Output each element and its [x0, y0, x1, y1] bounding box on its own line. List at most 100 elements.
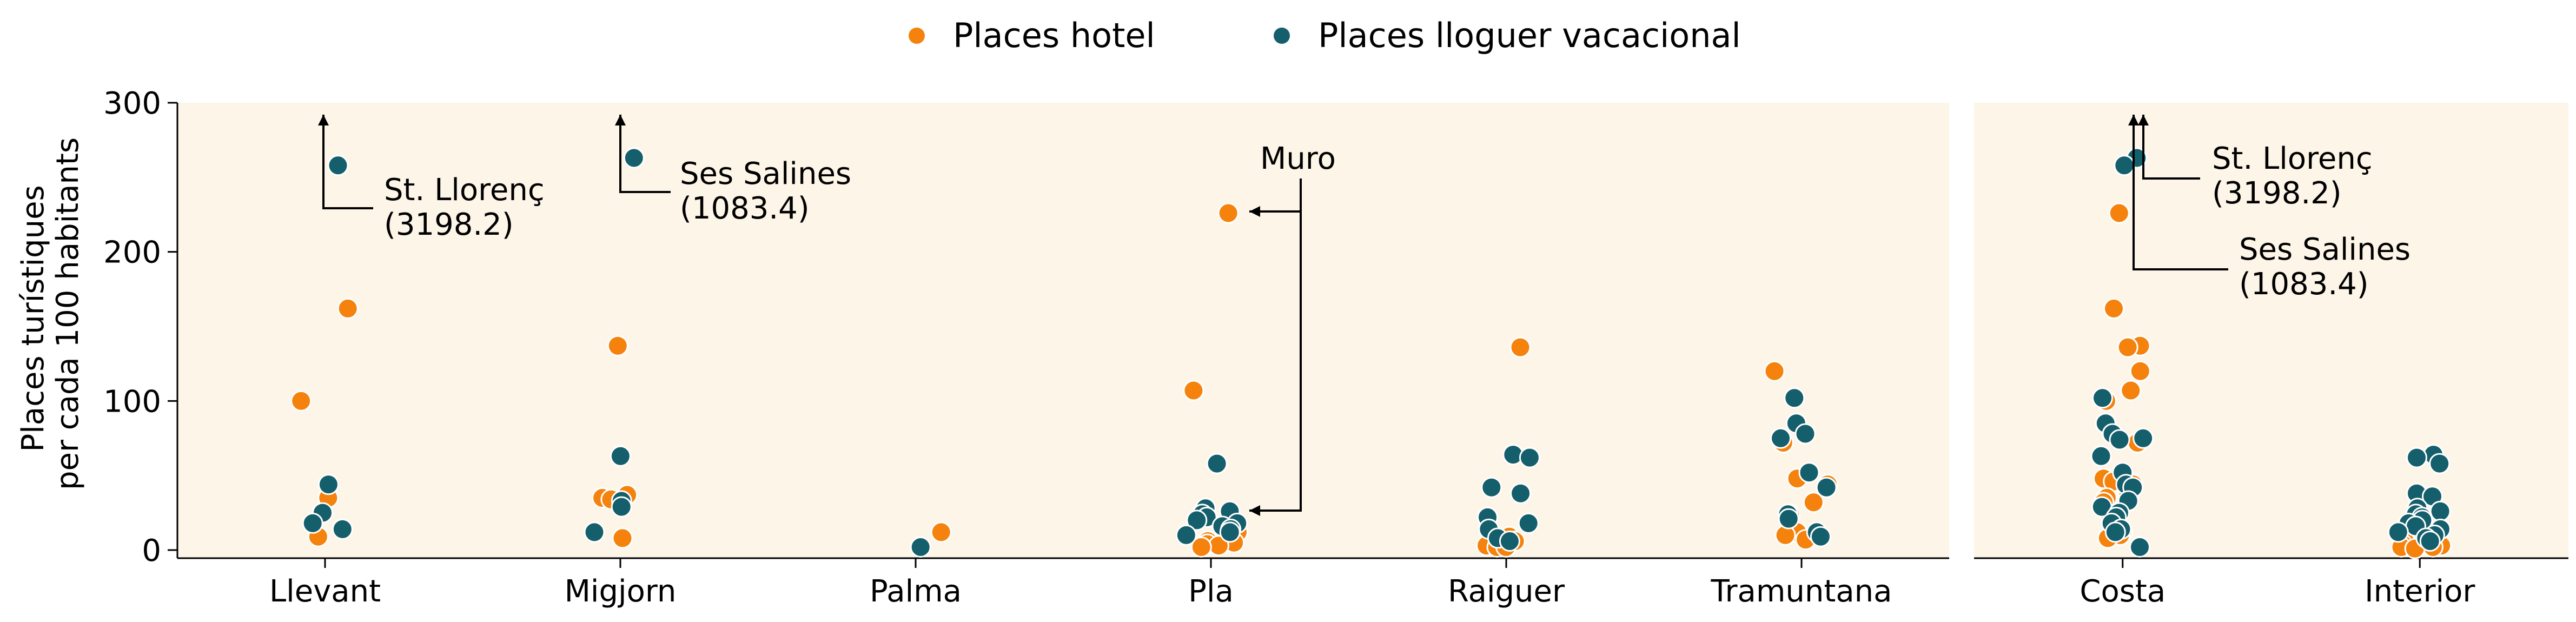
point-vacation	[2109, 429, 2130, 451]
x-tick-label: Migjorn	[565, 574, 677, 609]
point-vacation	[2129, 537, 2150, 558]
point-hotel	[337, 297, 359, 319]
point-vacation	[1481, 477, 1502, 498]
point-vacation	[1778, 508, 1799, 530]
point-vacation	[1816, 477, 1837, 498]
point-vacation	[2104, 521, 2126, 543]
x-ticks-coast-interior: Costa Interior	[2080, 558, 2475, 609]
point-vacation	[327, 155, 349, 176]
annotation-label-costa-st-llorenc: St. Llorenç (3198.2)	[2212, 141, 2382, 211]
point-vacation	[1186, 509, 1208, 531]
y-axis-label-line-2: per cada 100 habitants	[50, 137, 85, 490]
point-vacation	[2387, 521, 2409, 543]
x-tick-label: Interior	[2365, 574, 2475, 609]
annotation-st-llorenc-line-2: (3198.2)	[384, 207, 514, 242]
points-coast-interior	[2090, 147, 2452, 559]
point-hotel	[290, 390, 312, 412]
plot-area-coast-interior	[1974, 103, 2568, 558]
point-vacation	[1798, 462, 1820, 484]
point-vacation	[1518, 512, 1539, 534]
annotation-costa-st-llorenc-line-1: St. Llorenç	[2212, 141, 2373, 176]
legend-label-vacation: Places lloguer vacacional	[1318, 16, 1741, 55]
point-hotel	[1803, 492, 1824, 513]
point-vacation	[2406, 447, 2427, 468]
point-vacation	[1175, 524, 1197, 546]
point-hotel	[1217, 202, 1239, 224]
annotation-label-st-llorenc: St. Llorenç (3198.2)	[384, 173, 554, 242]
x-tick-label: Raiguer	[1448, 574, 1565, 609]
point-hotel	[612, 527, 633, 549]
point-vacation	[2133, 427, 2154, 449]
point-hotel	[607, 335, 628, 356]
y-tick-label: 200	[103, 235, 161, 270]
point-vacation	[332, 518, 353, 540]
y-axis-label: Places turístiques per cada 100 habitant…	[16, 137, 85, 490]
y-ticks: 0 100 200 300	[103, 86, 177, 568]
point-vacation	[302, 512, 323, 534]
annotation-label-ses-salines: Ses Salines (1083.4)	[680, 156, 861, 226]
point-vacation	[2429, 500, 2451, 522]
point-hotel	[1190, 537, 1212, 558]
point-vacation	[2090, 445, 2112, 467]
annotation-arrow-st-llorenc	[318, 115, 373, 209]
point-vacation	[1770, 427, 1791, 449]
point-vacation	[2114, 155, 2135, 176]
legend-label-hotel: Places hotel	[953, 16, 1155, 55]
annotation-st-llorenc-line-1: St. Llorenç	[384, 173, 545, 208]
point-hotel	[1509, 336, 1531, 358]
annotation-ses-salines-line-1: Ses Salines	[680, 156, 851, 191]
annotations-coast-interior: St. Llorenç (3198.2) Ses Salines (1083.4…	[2128, 115, 2420, 302]
point-vacation	[2429, 453, 2451, 474]
points-regions	[290, 147, 1838, 558]
point-vacation	[1519, 447, 1540, 468]
x-tick-label: Llevant	[269, 574, 381, 609]
point-vacation	[611, 496, 632, 518]
point-hotel	[930, 521, 952, 543]
point-vacation	[1810, 526, 1831, 547]
annotations-regions: St. Llorenç (3198.2) Ses Salines (1083.4…	[318, 115, 1336, 516]
point-vacation	[1794, 423, 1816, 445]
point-vacation	[610, 445, 631, 467]
point-vacation	[1510, 482, 1532, 504]
annotation-costa-ses-salines-line-1: Ses Salines	[2239, 232, 2411, 267]
plot-area-regions	[177, 103, 1949, 558]
annotation-costa-st-llorenc-line-2: (3198.2)	[2212, 176, 2342, 211]
annotation-arrow-costa-st-llorenc	[2138, 115, 2200, 180]
point-vacation	[2092, 387, 2113, 409]
y-axis-label-line-1: Places turístiques	[16, 185, 51, 452]
point-hotel	[2108, 202, 2130, 224]
annotation-ses-salines-line-2: (1083.4)	[680, 191, 810, 226]
annotation-label-costa-ses-salines: Ses Salines (1083.4)	[2239, 232, 2420, 302]
point-vacation	[1499, 531, 1520, 552]
point-hotel	[2120, 380, 2142, 401]
annotation-arrow-costa-ses-salines	[2128, 115, 2228, 270]
point-vacation	[317, 474, 339, 495]
annotation-arrow-ses-salines	[615, 115, 671, 193]
x-tick-label: Costa	[2080, 574, 2166, 609]
point-vacation	[1206, 453, 1228, 474]
panel-regions: 0 100 200 300 Llevant Migjorn Palma Pla Raiguer…	[103, 86, 1949, 609]
x-tick-label: Tramuntana	[1711, 574, 1892, 609]
point-hotel	[2103, 297, 2124, 319]
legend-marker-vacation	[1274, 28, 1290, 44]
point-hotel	[2117, 336, 2138, 358]
point-vacation	[1219, 521, 1241, 543]
point-vacation	[623, 147, 645, 169]
y-tick-label: 100	[103, 384, 161, 419]
point-hotel	[1183, 380, 1204, 401]
y-tick-label: 300	[103, 86, 161, 121]
point-hotel	[1764, 360, 1785, 382]
x-tick-label: Pla	[1188, 574, 1234, 609]
annotation-arrow-muro-vacation	[1249, 211, 1302, 516]
point-vacation	[1784, 387, 1805, 409]
point-hotel	[2129, 360, 2151, 382]
x-tick-label: Palma	[870, 574, 962, 609]
point-vacation	[584, 521, 605, 543]
legend: Places hotel Places lloguer vacacional	[909, 16, 1741, 55]
annotation-costa-ses-salines-line-2: (1083.4)	[2239, 267, 2369, 302]
legend-marker-hotel	[909, 28, 925, 44]
panel-coast-interior: Costa Interior St. Llorenç (3198.2) Ses S…	[1974, 103, 2568, 609]
y-tick-label: 0	[142, 533, 161, 568]
annotation-label-muro: Muro	[1260, 141, 1336, 176]
